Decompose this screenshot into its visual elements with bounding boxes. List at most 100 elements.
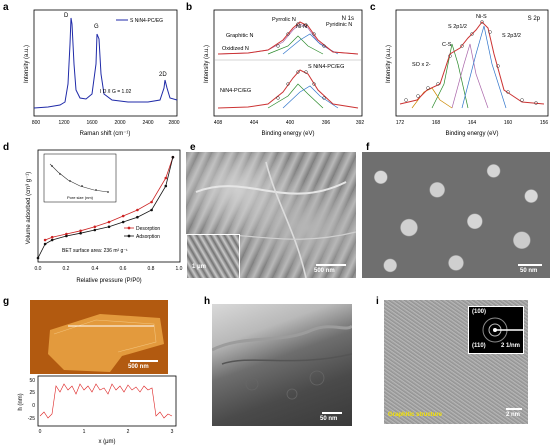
xps-n1s-xticks: 408 404 400 396 392 <box>214 120 365 126</box>
xps-n1s-title: N 1s <box>342 16 354 22</box>
svg-text:50: 50 <box>29 378 35 384</box>
peak-graphitic: Graphitic N <box>226 33 254 39</box>
xps-s2p-xlabel: Binding energy (eV) <box>445 131 498 137</box>
hrtem-scalebar <box>506 408 522 410</box>
panel-h-letter: h <box>204 296 211 307</box>
afm-image: 500 nm <box>30 300 168 374</box>
raman-peak-g: G <box>94 24 99 30</box>
bet-ylabel: Volume adsorbed (cm³ g⁻¹) <box>26 172 32 245</box>
bet-legend: Desorption Adsorption <box>124 226 160 240</box>
panel-b-letter: b <box>186 2 193 13</box>
svg-text:0.6: 0.6 <box>120 266 127 272</box>
panel-c-letter: c <box>370 2 376 13</box>
bet-point <box>136 208 139 212</box>
svg-text:164: 164 <box>468 120 477 126</box>
bet-xlabel: Relative pressure (P/P0) <box>76 278 141 284</box>
peak-sox: SO x 2- <box>412 62 431 68</box>
bet-xticks: 0.0 0.2 0.4 0.6 0.8 1.0 <box>35 266 183 272</box>
bet-point <box>79 231 82 235</box>
raman-legend: S NiN4-PC/EG <box>130 18 163 24</box>
sem-e-inset-scale: 1 μm <box>192 264 207 270</box>
peak-ni-s: Ni-S <box>476 14 487 20</box>
afm-scale: 500 nm <box>128 364 149 370</box>
peak-c-s: C-S <box>442 42 452 48</box>
bet-point <box>50 235 54 239</box>
legend-desorption: Desorption <box>136 226 160 232</box>
raman-series-line <box>33 17 178 109</box>
svg-text:396: 396 <box>322 120 331 126</box>
bet-point <box>164 176 168 180</box>
legend-adsorption: Adsorption <box>136 234 160 240</box>
bet-point <box>107 225 111 229</box>
bet-point <box>65 234 68 238</box>
saed-scale: 2 1/nm <box>501 343 521 349</box>
panel-i-letter: i <box>376 296 379 307</box>
bet-point <box>150 200 153 204</box>
svg-text:408: 408 <box>214 120 223 126</box>
panel-g-letter: g <box>3 296 10 307</box>
raman-ylabel: Intensity (a.u.) <box>24 45 30 83</box>
saed-ring-110: (110) <box>472 343 486 349</box>
raman-xlabel: Raman shift (cm⁻¹) <box>80 131 131 137</box>
svg-text:1600: 1600 <box>86 120 97 126</box>
xps-s2p-plot: S 2p Ni-S S 2p1/2 S 2p3/2 C-S SO x 2- 17… <box>386 9 549 137</box>
xps-n1s-xlabel: Binding energy (eV) <box>261 131 314 137</box>
svg-text:2000: 2000 <box>114 120 125 126</box>
bet-point <box>93 228 97 232</box>
bet-surface-area: BET surface area: 236 m² g⁻¹ <box>62 248 128 254</box>
svg-text:160: 160 <box>504 120 513 126</box>
svg-text:2800: 2800 <box>168 120 179 126</box>
hrtem-image-i: (100) (110) 2 1/nm Graphitic structure 2… <box>384 300 528 424</box>
xps-s2p-xticks: 172 168 164 160 156 <box>396 120 549 126</box>
peak-s2p32: S 2p3/2 <box>502 33 521 39</box>
bet-point <box>43 242 47 246</box>
raman-peak-2d: 2D <box>159 72 167 78</box>
tem-h-scale: 50 nm <box>320 416 338 422</box>
bet-series-line-1 <box>37 157 174 259</box>
raman-xticks: 800 1200 1600 2000 2400 2800 <box>32 120 180 126</box>
xps-n1s-ylabel: Intensity (a.u.) <box>204 45 210 83</box>
bet-point <box>136 215 139 219</box>
bet-plot: Pore size (nm) Desorption Adsorption BET… <box>26 149 183 284</box>
raman-plot: D G 2D S NiN4-PC/EG I D /I G = 1.02 800 … <box>24 9 180 137</box>
panel-d-letter: d <box>3 142 10 153</box>
peak-ni-n: Ni-N <box>296 24 307 30</box>
sem-inset-e <box>186 234 240 278</box>
afm-ylabel: h (nm) <box>18 393 24 410</box>
sample-s-nin4: S NiN4-PC/EG <box>308 64 344 70</box>
raman-peak-d: D <box>64 13 69 19</box>
afm-xlabel: x (μm) <box>98 439 115 445</box>
svg-text:0: 0 <box>39 429 42 435</box>
hrtem-scale: 2 nm <box>506 412 521 418</box>
svg-text:-25: -25 <box>28 416 35 422</box>
xps-s2p-title: S 2p <box>528 16 541 22</box>
bet-point <box>121 214 125 218</box>
svg-text:172: 172 <box>396 120 405 126</box>
panel-a-letter: a <box>3 2 9 13</box>
peak-s2p12: S 2p1/2 <box>448 24 467 30</box>
bet-point <box>164 184 168 188</box>
svg-text:0.8: 0.8 <box>148 266 155 272</box>
sem-image-e: 1 μm 500 nm <box>186 152 356 278</box>
afm-yticks: 50 25 0 -25 <box>28 378 35 422</box>
svg-text:1: 1 <box>83 429 86 435</box>
panel-e-letter: e <box>190 142 196 153</box>
bet-point <box>65 232 68 236</box>
peak-pyrrolic: Pyrrolic N <box>272 17 296 23</box>
bet-point <box>43 238 47 242</box>
svg-text:1200: 1200 <box>58 120 69 126</box>
peak-pyridinic: Pyridinic N <box>326 22 352 28</box>
svg-text:0.4: 0.4 <box>92 266 99 272</box>
bet-point <box>171 155 175 159</box>
bet-point <box>93 225 97 229</box>
sem-image-f: 50 nm <box>362 152 550 278</box>
svg-text:400: 400 <box>286 120 295 126</box>
tem-image-h: 50 nm <box>212 304 352 426</box>
bet-point <box>107 220 111 224</box>
svg-text:2400: 2400 <box>142 120 153 126</box>
svg-text:0.2: 0.2 <box>63 266 70 272</box>
bet-point <box>36 256 40 260</box>
bet-point <box>150 208 153 212</box>
saed-inset: (100) (110) 2 1/nm <box>468 306 524 354</box>
saed-ring-100: (100) <box>472 309 487 315</box>
